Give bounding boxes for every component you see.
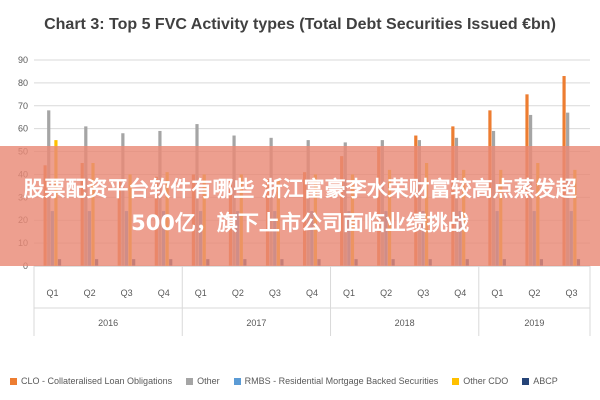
y-tick-label: 80 [18, 78, 28, 88]
legend-swatch [186, 377, 194, 385]
legend-swatch [522, 377, 530, 385]
x-tick-label: Q3 [269, 288, 281, 298]
x-tick-label: Q2 [380, 288, 392, 298]
x-group-label: 2019 [524, 318, 544, 328]
legend-item: CLO - Collateralised Loan Obligations [10, 376, 172, 386]
x-group-label: 2016 [98, 318, 118, 328]
x-tick-label: Q1 [491, 288, 503, 298]
y-tick-label: 70 [18, 101, 28, 111]
x-group-label: 2018 [395, 318, 415, 328]
y-tick-label: 60 [18, 124, 28, 134]
x-tick-label: Q1 [343, 288, 355, 298]
legend-item: Other [186, 376, 220, 386]
x-tick-label: Q3 [121, 288, 133, 298]
y-tick-label: 90 [18, 55, 28, 65]
x-tick-label: Q2 [232, 288, 244, 298]
x-tick-label: Q3 [565, 288, 577, 298]
overlay-banner[interactable]: 股票配资平台软件有哪些 浙江富豪李水荣财富较高点蒸发超500亿，旗下上市公司面临… [0, 146, 600, 266]
x-tick-label: Q4 [158, 288, 170, 298]
legend-label: Other CDO [463, 376, 509, 386]
legend: CLO - Collateralised Loan Obligations Oth… [10, 376, 600, 386]
x-tick-label: Q1 [47, 288, 59, 298]
legend-swatch [233, 377, 241, 385]
x-tick-label: Q1 [195, 288, 207, 298]
x-tick-label: Q2 [84, 288, 96, 298]
legend-swatch [452, 377, 460, 385]
legend-item: ABCP [522, 376, 558, 386]
y-tick-label: 0 [23, 261, 28, 271]
legend-label: CLO - Collateralised Loan Obligations [21, 376, 173, 386]
x-tick-label: Q2 [528, 288, 540, 298]
chart-title: Chart 3: Top 5 FVC Activity types (Total… [44, 16, 556, 33]
legend-item: RMBS - Residential Mortgage Backed Secur… [233, 376, 439, 386]
x-tick-label: Q3 [417, 288, 429, 298]
legend-label: ABCP [533, 376, 558, 386]
x-tick-label: Q4 [454, 288, 466, 298]
x-group-label: 2017 [246, 318, 266, 328]
x-tick-label: Q4 [306, 288, 318, 298]
legend-swatch [10, 377, 17, 385]
legend-label: RMBS - Residential Mortgage Backed Secur… [244, 376, 439, 386]
legend-item: Other CDO [452, 376, 508, 386]
legend-label: Other [197, 376, 220, 386]
